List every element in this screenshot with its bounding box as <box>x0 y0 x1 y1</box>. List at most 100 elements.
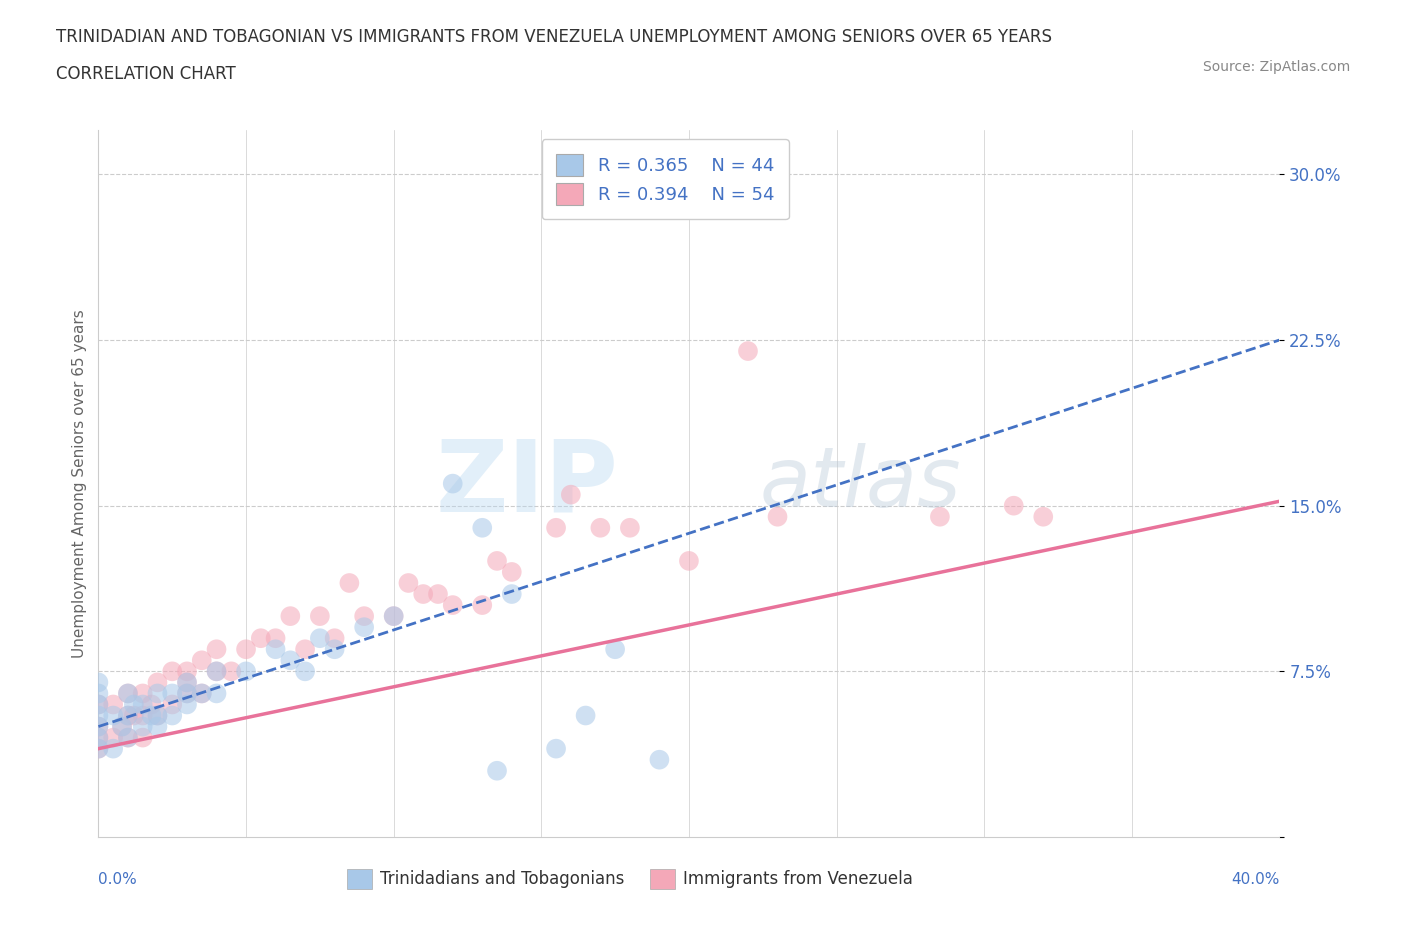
Point <box>162 708 183 723</box>
Point <box>309 631 332 645</box>
Point <box>117 686 139 701</box>
Point <box>87 730 110 745</box>
Point <box>117 730 139 745</box>
Point <box>382 609 405 624</box>
Point <box>132 708 155 723</box>
Point <box>162 698 183 712</box>
Point <box>546 741 568 756</box>
Point <box>87 675 110 690</box>
Text: atlas: atlas <box>759 443 962 525</box>
Point <box>103 698 125 712</box>
Point <box>122 698 145 712</box>
Point <box>146 719 169 734</box>
Point <box>132 730 155 745</box>
Point <box>205 664 228 679</box>
Point <box>122 708 145 723</box>
Point <box>382 609 405 624</box>
Point <box>87 708 110 723</box>
Point <box>191 653 214 668</box>
Point <box>141 698 163 712</box>
Point <box>766 510 789 525</box>
Point <box>546 521 568 536</box>
Point <box>146 675 169 690</box>
Text: 40.0%: 40.0% <box>1232 871 1279 886</box>
Point <box>235 642 257 657</box>
Point <box>191 686 214 701</box>
Point <box>235 664 257 679</box>
Y-axis label: Unemployment Among Seniors over 65 years: Unemployment Among Seniors over 65 years <box>72 309 87 658</box>
Point <box>309 609 332 624</box>
Point <box>117 730 139 745</box>
Point <box>176 686 198 701</box>
Point <box>176 664 198 679</box>
Text: 0.0%: 0.0% <box>98 871 138 886</box>
Point <box>205 686 228 701</box>
Point <box>103 741 125 756</box>
Point <box>111 719 134 734</box>
Point <box>339 576 361 591</box>
Text: TRINIDADIAN AND TOBAGONIAN VS IMMIGRANTS FROM VENEZUELA UNEMPLOYMENT AMONG SENIO: TRINIDADIAN AND TOBAGONIAN VS IMMIGRANTS… <box>56 28 1052 46</box>
Point <box>117 708 139 723</box>
Point <box>1002 498 1025 513</box>
Point <box>323 642 346 657</box>
Point <box>501 587 523 602</box>
Point <box>132 698 155 712</box>
Point <box>176 686 198 701</box>
Point <box>205 642 228 657</box>
Point <box>87 719 110 734</box>
Point <box>294 664 316 679</box>
Point <box>146 708 169 723</box>
Point <box>280 653 302 668</box>
Point <box>678 553 700 568</box>
Point <box>501 565 523 579</box>
Point <box>427 587 450 602</box>
Point <box>103 730 125 745</box>
Point <box>575 708 598 723</box>
Point <box>441 476 464 491</box>
Point <box>117 686 139 701</box>
Point <box>589 521 612 536</box>
Text: ZIP: ZIP <box>436 435 619 532</box>
Point <box>619 521 641 536</box>
Point <box>117 708 139 723</box>
Point <box>87 741 110 756</box>
Text: Source: ZipAtlas.com: Source: ZipAtlas.com <box>1202 60 1350 74</box>
Point <box>353 609 375 624</box>
Point <box>560 487 582 502</box>
Point <box>87 698 110 712</box>
Point <box>280 609 302 624</box>
Point <box>264 631 287 645</box>
Point <box>323 631 346 645</box>
Point <box>87 686 110 701</box>
Point <box>486 553 509 568</box>
Point <box>264 642 287 657</box>
Point <box>250 631 273 645</box>
Point <box>176 698 198 712</box>
Point <box>146 708 169 723</box>
Point <box>471 598 494 613</box>
Point <box>412 587 434 602</box>
Text: CORRELATION CHART: CORRELATION CHART <box>56 65 236 83</box>
Point <box>648 752 671 767</box>
Point <box>103 708 125 723</box>
Point <box>221 664 243 679</box>
Point <box>294 642 316 657</box>
Point <box>737 344 759 359</box>
Point <box>1032 510 1054 525</box>
Point <box>111 719 134 734</box>
Point <box>132 719 155 734</box>
Point <box>471 521 494 536</box>
Point <box>486 764 509 778</box>
Point <box>441 598 464 613</box>
Point <box>398 576 420 591</box>
Point <box>605 642 627 657</box>
Point <box>87 698 110 712</box>
Point <box>87 730 110 745</box>
Point <box>353 619 375 634</box>
Point <box>162 686 183 701</box>
Point <box>205 664 228 679</box>
Point <box>176 675 198 690</box>
Point <box>132 686 155 701</box>
Point <box>146 686 169 701</box>
Point <box>87 741 110 756</box>
